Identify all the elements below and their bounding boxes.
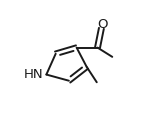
Text: HN: HN [23, 68, 43, 81]
Text: O: O [97, 18, 107, 31]
